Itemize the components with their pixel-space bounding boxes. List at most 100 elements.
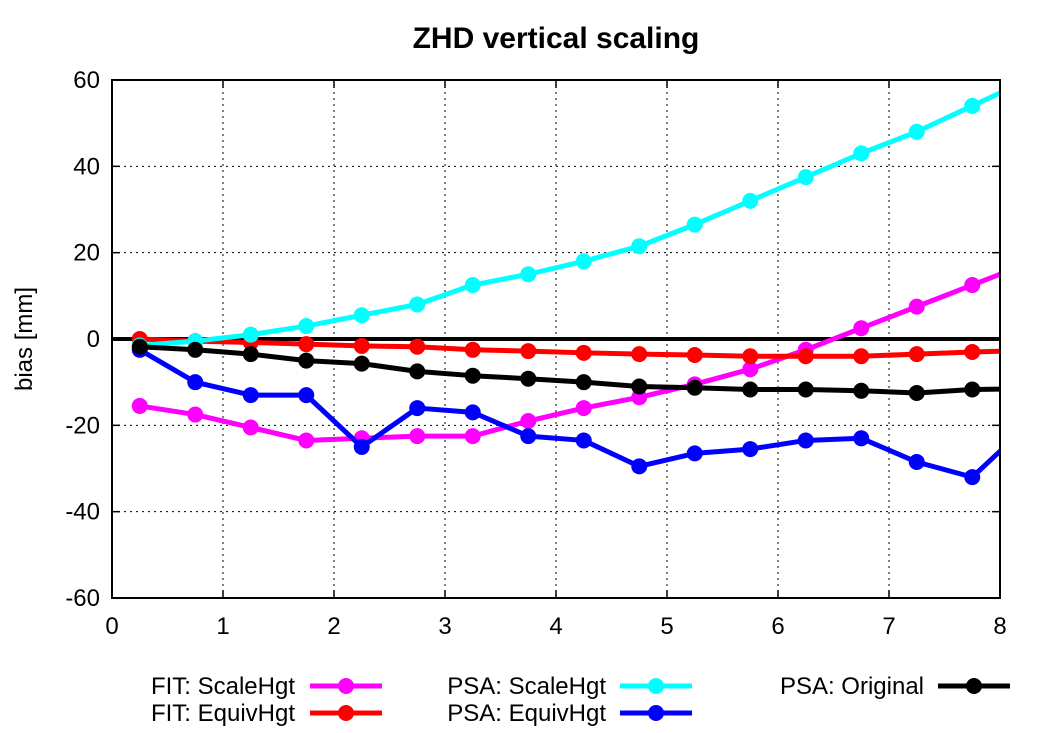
data-point: [353, 337, 370, 354]
data-point: [686, 379, 703, 396]
data-point: [853, 430, 870, 447]
data-point: [242, 326, 259, 343]
data-point: [686, 346, 703, 363]
data-point: [298, 432, 315, 449]
data-point: [686, 445, 703, 462]
data-point: [797, 381, 814, 398]
data-point: [1020, 255, 1036, 271]
legend-label: PSA: ScaleHgt: [447, 673, 606, 700]
data-point: [520, 370, 537, 387]
data-point: [686, 216, 703, 233]
legend-label: FIT: EquivHgt: [151, 700, 295, 727]
data-point: [964, 277, 981, 294]
x-tick-label: 6: [771, 613, 784, 640]
y-tick-label: 20: [73, 240, 100, 267]
data-point: [908, 454, 925, 471]
series-3: [131, 341, 1036, 486]
legend-label: PSA: Original: [780, 673, 924, 700]
legend-entry: PSA: ScaleHgt: [447, 673, 692, 700]
series-4: [131, 338, 1036, 401]
data-point: [409, 363, 426, 380]
data-point: [131, 338, 148, 355]
data-point: [742, 441, 759, 458]
data-point: [1020, 343, 1036, 359]
data-point: [242, 419, 259, 436]
x-tick-label: 4: [549, 613, 562, 640]
data-point: [520, 343, 537, 360]
data-point: [409, 428, 426, 445]
legend-entry: PSA: EquivHgt: [447, 700, 692, 727]
data-point: [298, 318, 315, 335]
data-point: [464, 277, 481, 294]
data-point: [353, 438, 370, 455]
x-tick-label: 3: [438, 613, 451, 640]
data-point: [353, 355, 370, 372]
chart-title: ZHD vertical scaling: [413, 22, 700, 55]
series-layer: [131, 90, 1036, 486]
data-point: [464, 341, 481, 358]
data-point: [908, 123, 925, 140]
data-point: [409, 400, 426, 417]
legend-swatch-point: [648, 705, 664, 721]
data-point: [853, 145, 870, 162]
data-point: [520, 266, 537, 283]
data-point: [242, 387, 259, 404]
legend-swatch-point: [338, 705, 354, 721]
data-point: [464, 404, 481, 421]
data-point: [520, 413, 537, 430]
legend-label: PSA: EquivHgt: [447, 700, 606, 727]
data-point: [187, 341, 204, 358]
data-point: [742, 361, 759, 378]
data-point: [1020, 417, 1036, 433]
series-1: [131, 331, 1036, 365]
data-point: [575, 400, 592, 417]
data-point: [964, 381, 981, 398]
data-point: [742, 381, 759, 398]
data-point: [964, 97, 981, 114]
x-tick-label: 8: [993, 613, 1006, 640]
data-point: [631, 458, 648, 475]
data-point: [742, 348, 759, 365]
y-tick-label: -60: [65, 585, 100, 612]
data-point: [797, 348, 814, 365]
data-point: [575, 432, 592, 449]
axis-ticks: 0 1 2 3 4 5 6 7 8 -60 -40 -20 0 20 40 60: [65, 67, 1006, 640]
legend-entry: FIT: ScaleHgt: [151, 673, 382, 700]
x-tick-label: 0: [105, 613, 118, 640]
data-point: [187, 406, 204, 423]
data-point: [131, 397, 148, 414]
y-axis-label: bias [mm]: [11, 287, 38, 391]
series-line: [139, 90, 1000, 348]
data-point: [298, 352, 315, 369]
y-tick-label: 0: [87, 326, 100, 353]
x-tick-label: 1: [216, 613, 229, 640]
y-tick-label: -40: [65, 499, 100, 526]
x-tick-label: 5: [660, 613, 673, 640]
data-point: [853, 382, 870, 399]
data-point: [964, 469, 981, 486]
data-point: [964, 343, 981, 360]
data-point: [298, 336, 315, 353]
y-tick-label: 40: [73, 153, 100, 180]
legend-swatch-point: [648, 678, 664, 694]
data-point: [409, 296, 426, 313]
data-point: [1020, 381, 1036, 397]
legend-swatch-point: [338, 678, 354, 694]
data-point: [464, 367, 481, 384]
legend-entry: PSA: Original: [780, 673, 1010, 700]
data-point: [520, 428, 537, 445]
y-tick-label: -20: [65, 412, 100, 439]
legend-label: FIT: ScaleHgt: [151, 673, 295, 700]
data-point: [908, 384, 925, 401]
data-point: [242, 346, 259, 363]
data-point: [908, 298, 925, 315]
data-point: [353, 307, 370, 324]
data-point: [853, 348, 870, 365]
legend-swatch-point: [966, 678, 982, 694]
x-tick-label: 2: [327, 613, 340, 640]
data-point: [187, 374, 204, 391]
data-point: [908, 346, 925, 363]
data-point: [631, 378, 648, 395]
